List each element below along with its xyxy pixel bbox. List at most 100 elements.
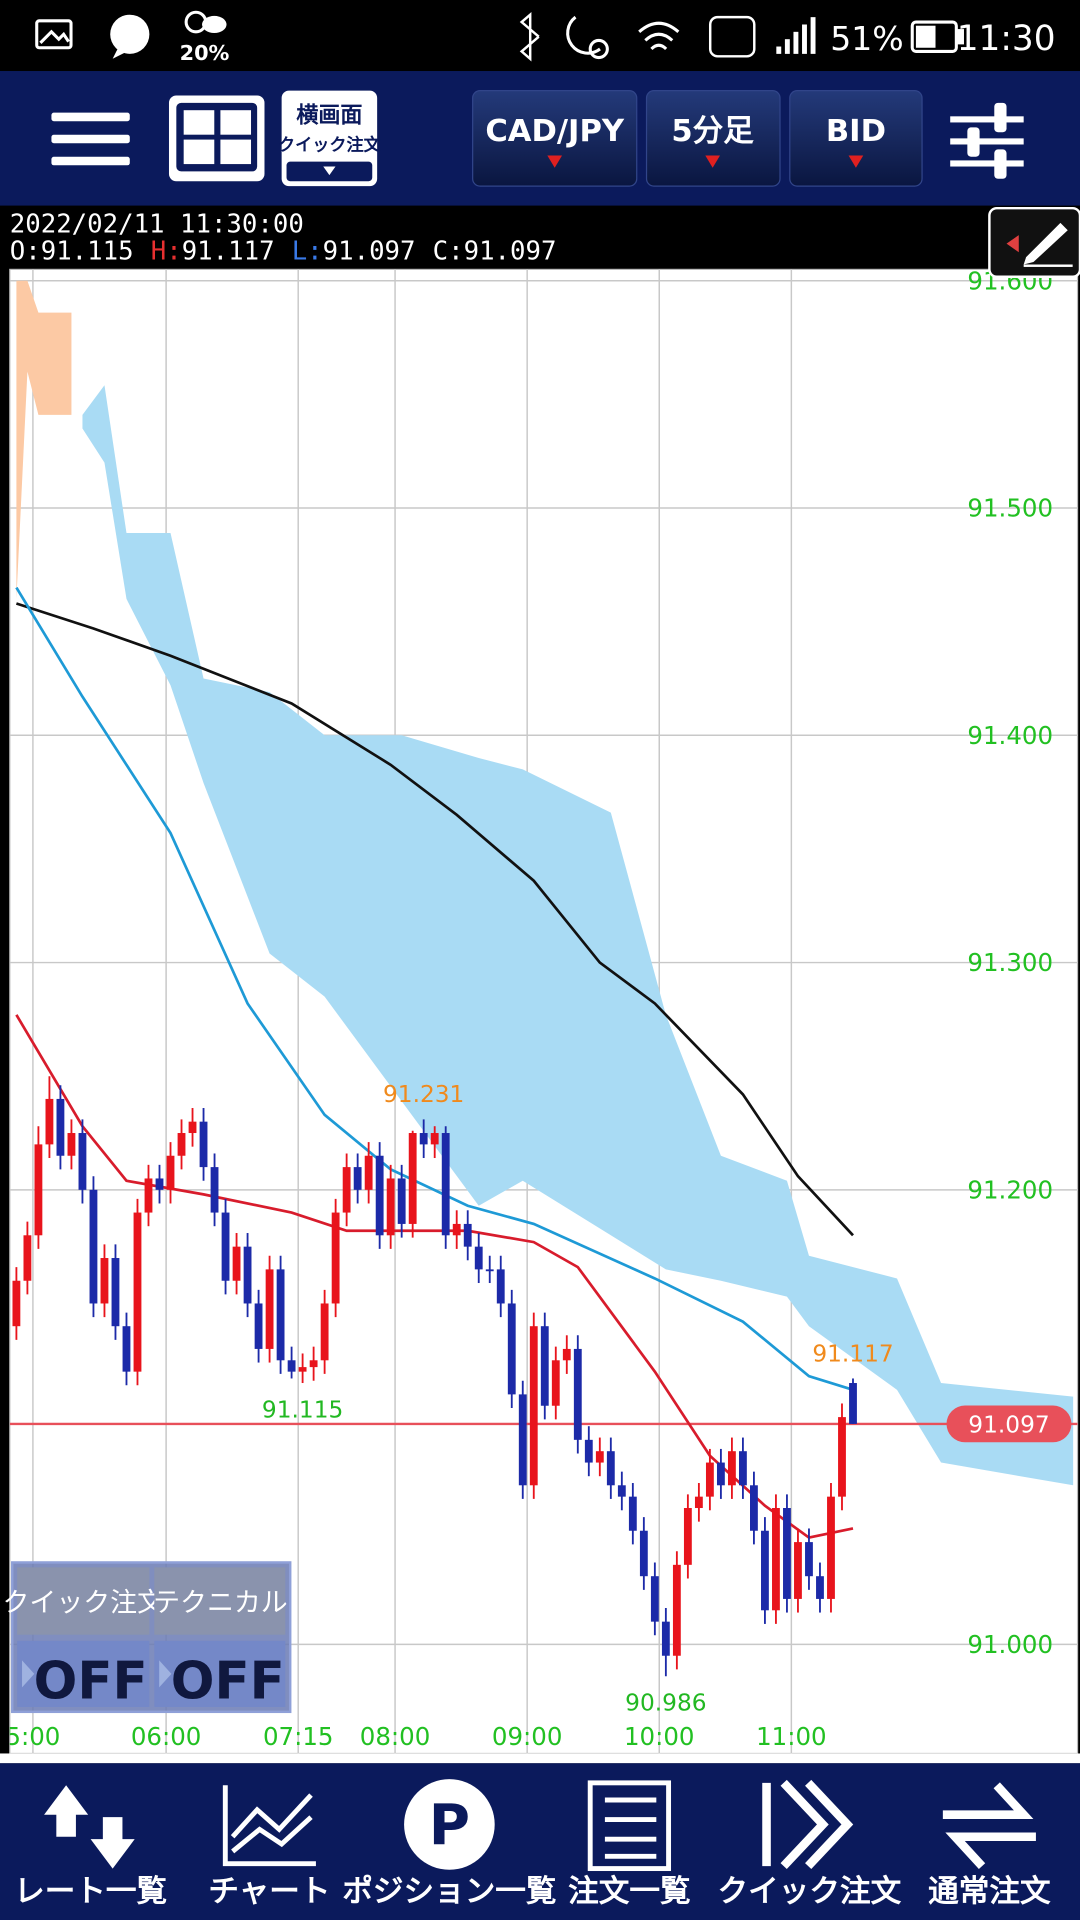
candle-body	[364, 1155, 373, 1190]
x-tick-label: 09:00	[492, 1722, 563, 1751]
candle-body	[177, 1133, 186, 1156]
bottom-nav	[0, 1763, 1080, 1920]
x-tick-label: 10:00	[624, 1722, 695, 1751]
datetime: 2022/02/11 11:30:00	[10, 210, 304, 240]
candle-body	[485, 1269, 494, 1272]
candle-body	[122, 1326, 131, 1372]
candle-body	[727, 1451, 736, 1486]
candle-body	[78, 1133, 87, 1190]
candle-body	[650, 1576, 659, 1622]
ohlc: O:91.115 H:91.117 L:91.097 C:91.097	[10, 237, 557, 267]
candle-body	[772, 1508, 780, 1611]
candle-body	[23, 1235, 32, 1281]
candle-body	[540, 1326, 549, 1406]
x-tick-label: 08:00	[360, 1722, 431, 1751]
landscape-label: 横画面	[296, 103, 362, 128]
nav-label[interactable]: ポジション一覧	[342, 1875, 556, 1910]
low-value: 91.097	[323, 237, 416, 267]
candle-body	[474, 1246, 483, 1270]
candle-body	[243, 1246, 252, 1304]
timeframe-button[interactable]: 5分足	[645, 90, 781, 187]
moving-average	[15, 586, 854, 1392]
nav-label[interactable]: レート一覧	[14, 1875, 167, 1910]
tech-label: テクニカル	[153, 1587, 288, 1618]
candle-body	[155, 1178, 164, 1190]
landscape-label: クイック注文	[278, 135, 382, 156]
price-type-button[interactable]: BID	[789, 90, 923, 187]
candle-body	[419, 1133, 428, 1145]
candle-body	[639, 1530, 648, 1577]
candle-body	[783, 1508, 791, 1599]
weather-cloud	[202, 15, 227, 34]
high-label: H:	[151, 237, 182, 267]
nav-labels: レート一覧 チャート ポジション一覧 注文一覧 クイック注文 通常注文	[14, 1874, 1051, 1910]
candle-body	[606, 1451, 615, 1486]
candle-body	[595, 1451, 604, 1463]
candle-body	[716, 1462, 725, 1486]
quick-toggle[interactable]: クイック注文 OFF	[2, 1567, 164, 1711]
candle-body	[133, 1212, 142, 1372]
candle-body	[45, 1098, 54, 1145]
open-value: 91.115	[41, 237, 134, 267]
candle-body	[298, 1367, 307, 1372]
candle-body	[89, 1189, 98, 1304]
draw-tool-button[interactable]	[988, 206, 1080, 278]
nav-label[interactable]: チャート	[208, 1875, 330, 1910]
candle-body	[221, 1212, 230, 1281]
svg-text:P: P	[429, 1793, 470, 1858]
candle-body	[452, 1223, 461, 1236]
price-annotation: 91.117	[812, 1340, 893, 1367]
status-bar	[0, 0, 1080, 72]
y-tick-label: 91.500	[967, 494, 1053, 523]
open-label: O:	[10, 237, 41, 267]
x-tick-label: 07:15	[263, 1722, 334, 1751]
low-label: L:	[292, 237, 323, 267]
pair-button[interactable]: CAD/JPY	[472, 90, 638, 187]
chat-tail	[112, 48, 128, 59]
volte-icon	[708, 15, 756, 58]
candle-body	[331, 1212, 340, 1304]
overlay-panel: クイック注文 OFF テクニカル OFF	[2, 1561, 292, 1714]
layout-button[interactable]	[168, 95, 265, 182]
menu-button[interactable]	[51, 112, 130, 166]
candle-body	[463, 1223, 472, 1247]
battery-text: 51%	[830, 19, 903, 58]
current-price-tag	[946, 1405, 1072, 1443]
x-tick-label: 11:00	[756, 1722, 827, 1751]
nav-label[interactable]: 通常注文	[928, 1874, 1051, 1910]
price-annotation: 91.115	[262, 1396, 343, 1423]
candle-body	[265, 1269, 274, 1349]
candle-body	[232, 1246, 241, 1281]
high-value: 91.117	[182, 237, 275, 267]
chat-icon	[110, 14, 150, 54]
candle-body	[111, 1258, 120, 1327]
candle-body	[67, 1133, 76, 1156]
candle-body	[408, 1133, 417, 1224]
candle-body	[210, 1167, 219, 1213]
candle-body	[287, 1360, 296, 1372]
tech-state: OFF	[171, 1651, 285, 1711]
candle-body	[584, 1439, 593, 1463]
nav-icons: P	[44, 1779, 1036, 1872]
candle-body	[507, 1303, 516, 1395]
candle-body	[562, 1348, 571, 1361]
candle-body	[496, 1269, 505, 1304]
nav-gap	[0, 1753, 1080, 1764]
candle-body	[529, 1326, 538, 1486]
settings-button[interactable]	[950, 102, 1024, 179]
candle-body	[672, 1564, 681, 1656]
y-tick-label: 91.300	[967, 948, 1053, 977]
current-price-label: 91.097	[968, 1411, 1049, 1438]
quick-label: クイック注文	[2, 1587, 164, 1618]
candle-body	[56, 1098, 65, 1156]
candle-body	[254, 1303, 263, 1349]
landscape-quick-button[interactable]: 横画面 クイック注文	[278, 90, 382, 187]
candle-body	[199, 1121, 208, 1168]
timeframe-label: 5分足	[671, 114, 754, 149]
nav-label[interactable]: 注文一覧	[568, 1874, 690, 1910]
tech-toggle[interactable]: テクニカル OFF	[153, 1567, 288, 1711]
x-tick-label: 06:00	[131, 1722, 202, 1751]
candle-body	[375, 1155, 384, 1236]
nav-label[interactable]: クイック注文	[718, 1874, 902, 1910]
